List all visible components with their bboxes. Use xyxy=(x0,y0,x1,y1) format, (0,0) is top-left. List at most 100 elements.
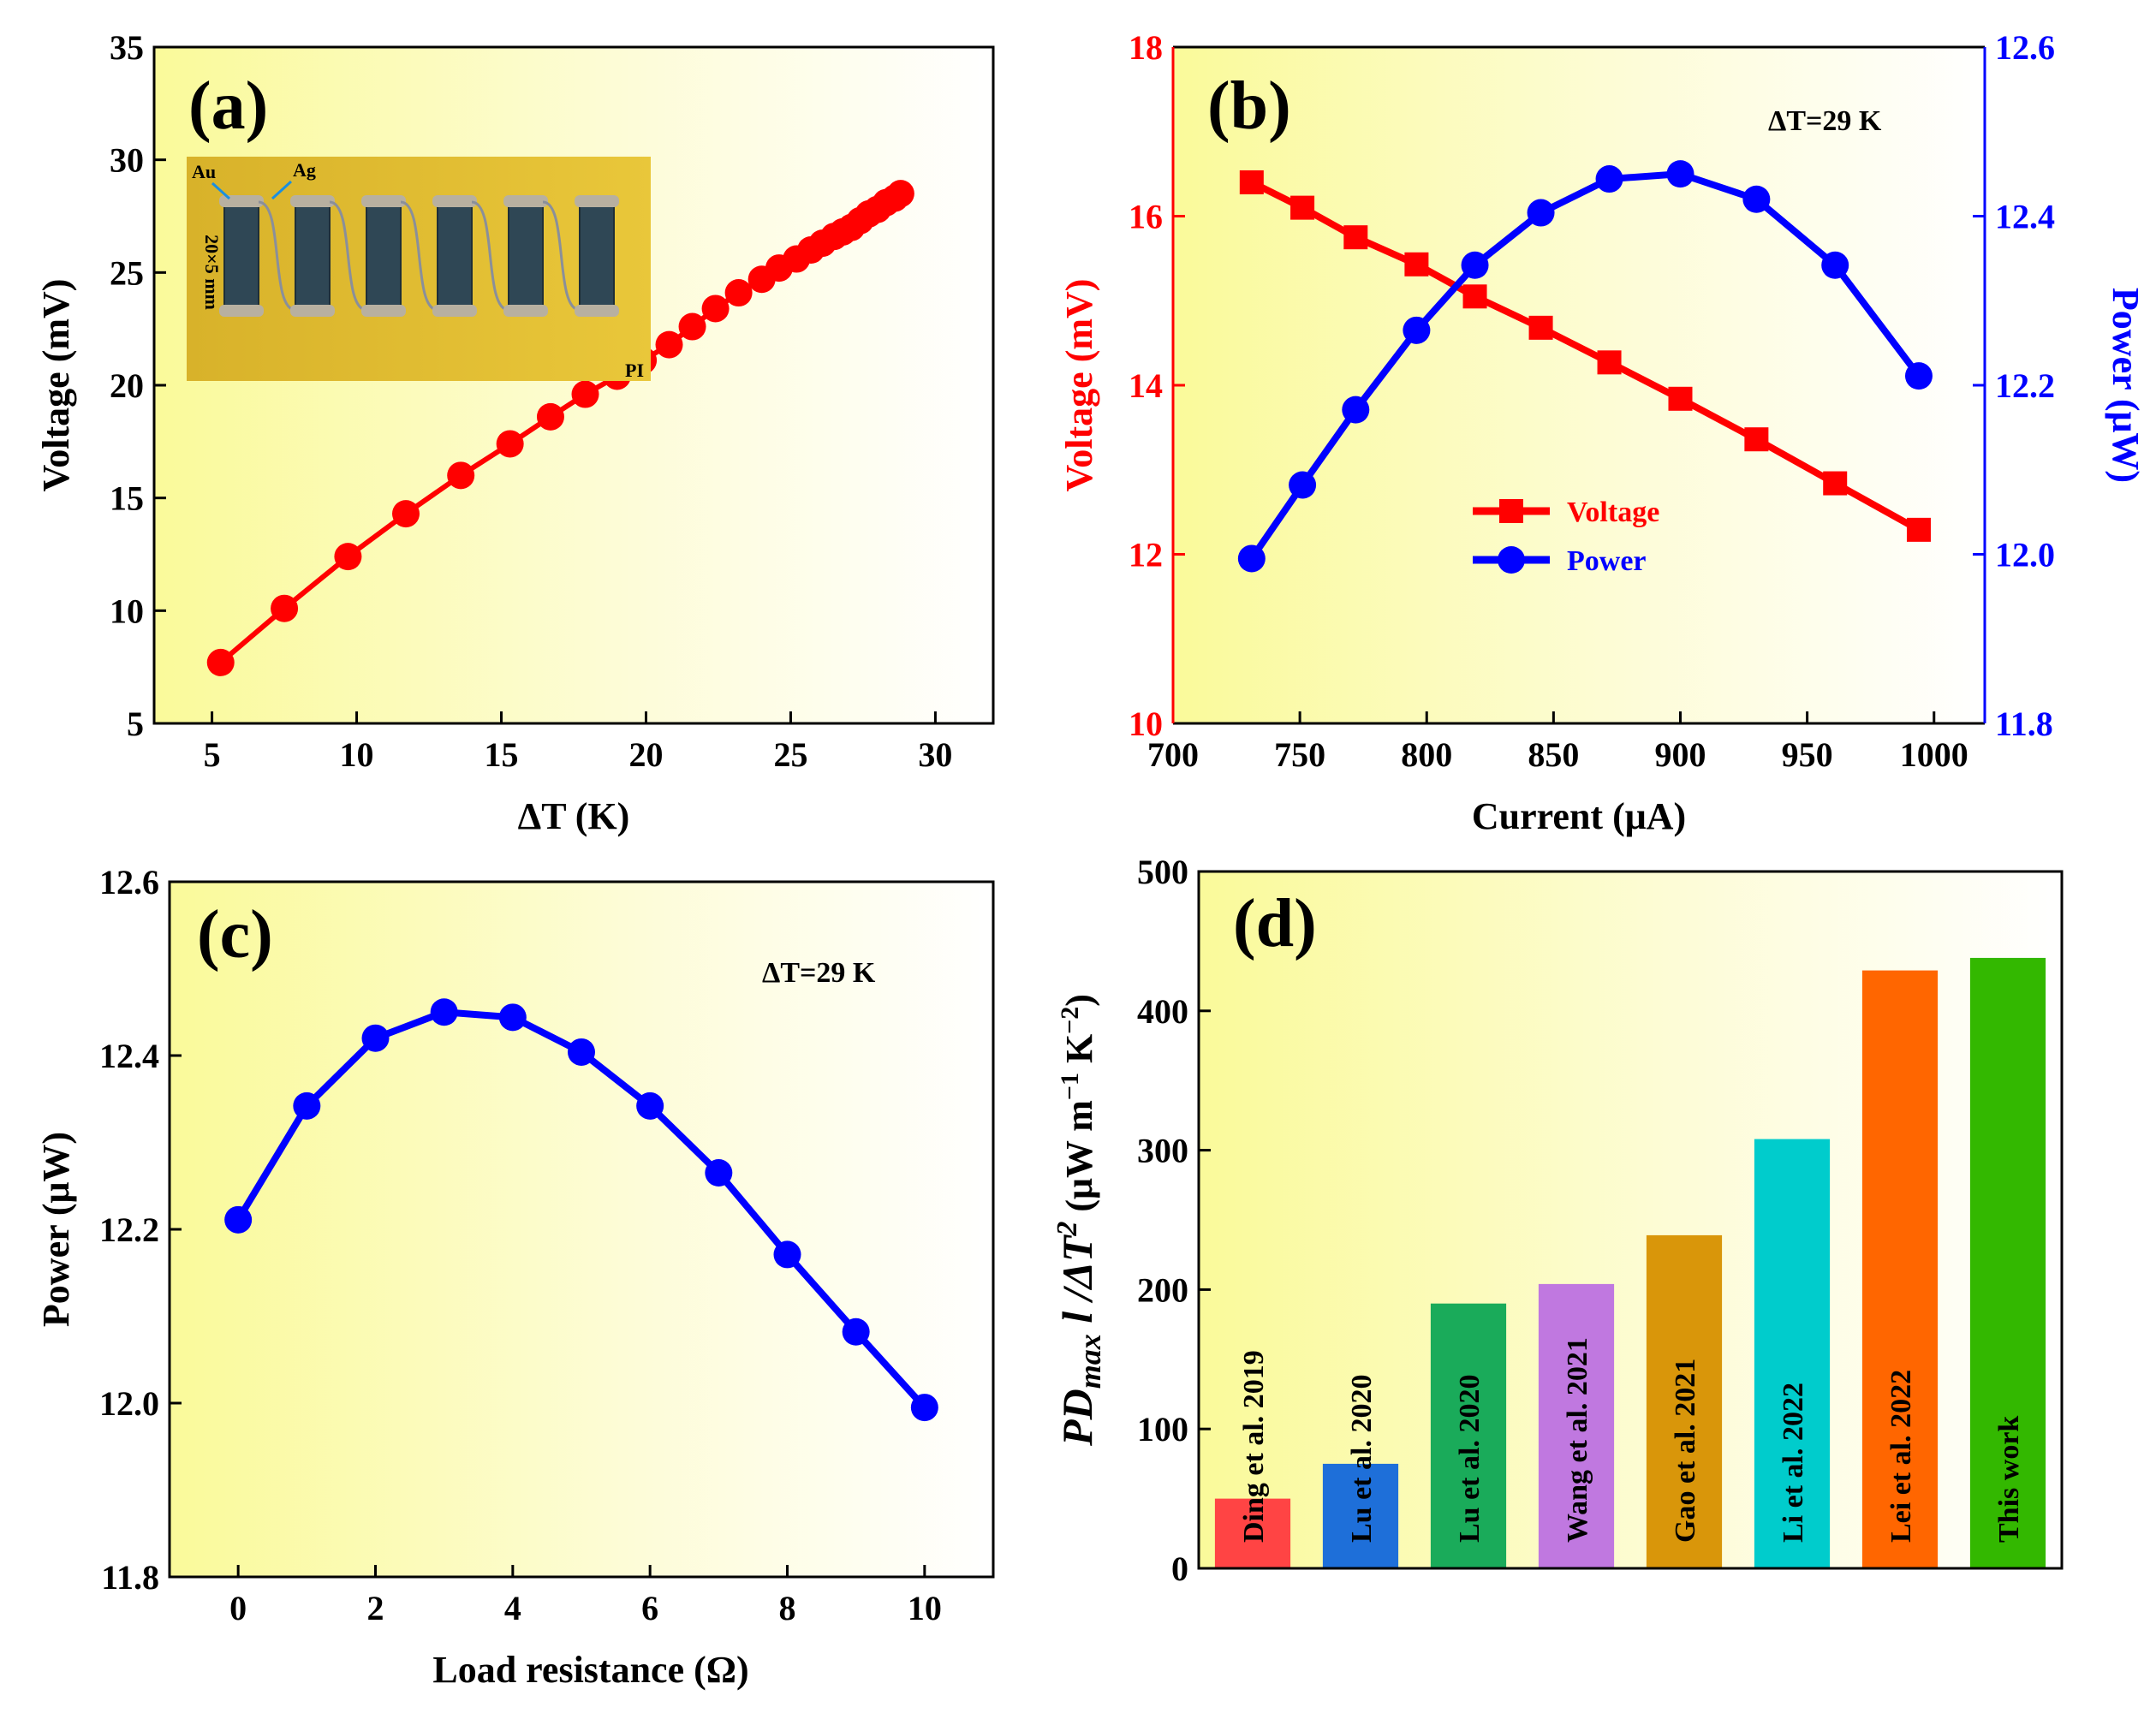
panel-c-data-point xyxy=(636,1091,664,1120)
panel-b-voltage-point xyxy=(1668,386,1693,411)
inset-ag-arrow xyxy=(271,180,293,200)
panel-b-power-point xyxy=(1595,165,1623,193)
inset-label-ag: Ag xyxy=(293,159,316,181)
panel-d: 0 100 200 300 400 500 Ding et al. 2019 Lu et a… xyxy=(1051,853,2064,1588)
panel-b-power-point xyxy=(1821,251,1849,279)
ylabel-k: K xyxy=(1058,1034,1100,1073)
ylabel-m-exp: −1 xyxy=(1056,1073,1084,1100)
panel-b-voltage-point xyxy=(1343,225,1368,250)
ylabel-pd: PD xyxy=(1053,1389,1101,1447)
ylabel-mid: l /ΔT xyxy=(1053,1234,1101,1334)
panel-b-xlabel: Current (μA) xyxy=(1472,795,1686,837)
panel-a-frame xyxy=(152,45,995,725)
panel-b-power-point xyxy=(1237,544,1266,573)
panel-b-left-ytick-label: 18 xyxy=(1129,28,1163,67)
panel-b-plot-area xyxy=(1173,47,1985,723)
panel-d-bar-label: Lu et al. 2020 xyxy=(1454,1375,1486,1543)
panel-a-data-point xyxy=(536,402,564,431)
panel-b-voltage-point xyxy=(1906,517,1931,542)
panel-a-ytick-label: 20 xyxy=(110,366,144,405)
panel-d-bar xyxy=(1754,1139,1831,1568)
ylabel-sq: 2 xyxy=(1051,1222,1083,1237)
panel-d-ytick-label: 100 xyxy=(1137,1410,1188,1448)
panel-d-bars: Ding et al. 2019 Lu et al. 2020 Lu et al. … xyxy=(1214,957,2046,1568)
panel-b-voltage-point xyxy=(1744,427,1769,452)
panel-d-ylabel: PDmax l /ΔT2 (μW m−1 K−2) xyxy=(1051,994,1107,1447)
panel-c-xtick-label: 2 xyxy=(367,1589,384,1627)
panel-b-voltage-point xyxy=(1290,195,1315,220)
panel-d-bar-label: Gao et al. 2021 xyxy=(1670,1359,1701,1543)
panel-a-data-point xyxy=(655,330,683,359)
panel-a-data-point xyxy=(447,461,475,490)
panel-c-data-point xyxy=(224,1205,253,1234)
panel-d-bar-label: This work xyxy=(1993,1416,2025,1543)
panel-a-ytick-label: 5 xyxy=(127,705,144,743)
panel-b-series xyxy=(1237,160,1933,573)
panel-d-ytick-label: 400 xyxy=(1137,992,1188,1031)
panel-a-data-point xyxy=(701,294,730,323)
panel-c-plot-area xyxy=(170,882,993,1577)
legend-voltage-marker xyxy=(1499,499,1523,523)
inset-leg-bottom-contact xyxy=(575,305,619,317)
panel-c-data-point xyxy=(568,1038,595,1066)
panel-b-power-point xyxy=(1666,160,1694,188)
panel-b-left-ytick-label: 16 xyxy=(1129,198,1163,236)
panel-c-xtick-label: 10 xyxy=(908,1589,942,1627)
panel-b-xtick-label: 800 xyxy=(1401,735,1452,774)
ylabel-unit-open: (μW m xyxy=(1058,1100,1100,1221)
panel-c-xtick-label: 4 xyxy=(504,1589,521,1627)
panel-a-xtick-label: 25 xyxy=(773,735,807,774)
panel-a: 5 10 15 20 25 30 5 10 15 20 25 30 35 (a) ΔT (K) Volt… xyxy=(35,28,995,837)
panel-b-label: (b) xyxy=(1207,68,1291,144)
panel-b-right-ytick-label: 12.4 xyxy=(1995,198,2055,236)
panel-b-voltage-point xyxy=(1462,284,1487,309)
panel-c-ytick-label: 12.0 xyxy=(99,1384,159,1423)
ylabel-unit-close: ) xyxy=(1058,994,1100,1007)
inset-leg-bottom-contact xyxy=(290,305,335,317)
ylabel-k-exp: −2 xyxy=(1056,1007,1084,1034)
panel-d-bar xyxy=(1538,1283,1615,1568)
panel-d-bar xyxy=(1214,1498,1291,1568)
panel-b-left-ytick-label: 10 xyxy=(1129,705,1163,743)
panel-b-power-point xyxy=(1742,185,1771,213)
inset-leg-bottom-contact xyxy=(503,305,548,317)
panel-d-bar-label: Ding et al. 2019 xyxy=(1238,1350,1270,1543)
panel-d-bar xyxy=(1861,970,1939,1568)
panel-b: 700 750 800 850 900 950 1000 10 12 14 16 18 11.8 12.0… xyxy=(1058,28,2147,837)
panel-a-xtick-label: 30 xyxy=(918,735,952,774)
panel-a-plot-area xyxy=(154,47,993,723)
panel-d-ytick-label: 0 xyxy=(1171,1549,1188,1588)
panel-a-xtick-label: 10 xyxy=(340,735,374,774)
panel-a-data-point xyxy=(886,180,914,208)
panel-c-ytick-label: 11.8 xyxy=(101,1558,159,1597)
panel-b-left-ytick-label: 14 xyxy=(1129,366,1163,405)
panel-d-ytick-label: 300 xyxy=(1137,1132,1188,1170)
panel-c-series xyxy=(224,998,938,1422)
inset-wire xyxy=(400,200,438,312)
legend-voltage-label: Voltage xyxy=(1567,497,1659,528)
panel-c-label: (c) xyxy=(197,897,273,973)
panel-a-points xyxy=(206,180,914,676)
panel-d-bar-label: Lu et al. 2020 xyxy=(1346,1375,1378,1543)
panel-b-ylabel-right: Power (μW) xyxy=(2105,288,2147,483)
panel-b-xtick-label: 900 xyxy=(1655,735,1706,774)
inset-leg-top-contact xyxy=(432,195,477,207)
panel-d-bar xyxy=(1430,1303,1507,1568)
panel-b-xtick-label: 700 xyxy=(1147,735,1199,774)
panel-a-data-point xyxy=(392,500,420,528)
panel-a-ytick-label: 30 xyxy=(110,141,144,180)
panel-b-voltage-point xyxy=(1404,252,1429,277)
panel-a-ylabel: Voltage (mV) xyxy=(35,279,77,492)
inset-leg-top-contact xyxy=(575,195,619,207)
panel-b-power-point xyxy=(1904,362,1933,390)
panel-d-ytick-label: 200 xyxy=(1137,1270,1188,1309)
panel-a-xtick-label: 5 xyxy=(204,735,221,774)
inset-substrate xyxy=(187,157,651,381)
panel-b-right-ytick-label: 12.6 xyxy=(1995,28,2055,67)
inset-wire xyxy=(542,200,581,312)
panel-b-xtick-label: 850 xyxy=(1528,735,1579,774)
panel-a-xtick-label: 15 xyxy=(485,735,519,774)
panel-c-data-point xyxy=(705,1159,733,1187)
